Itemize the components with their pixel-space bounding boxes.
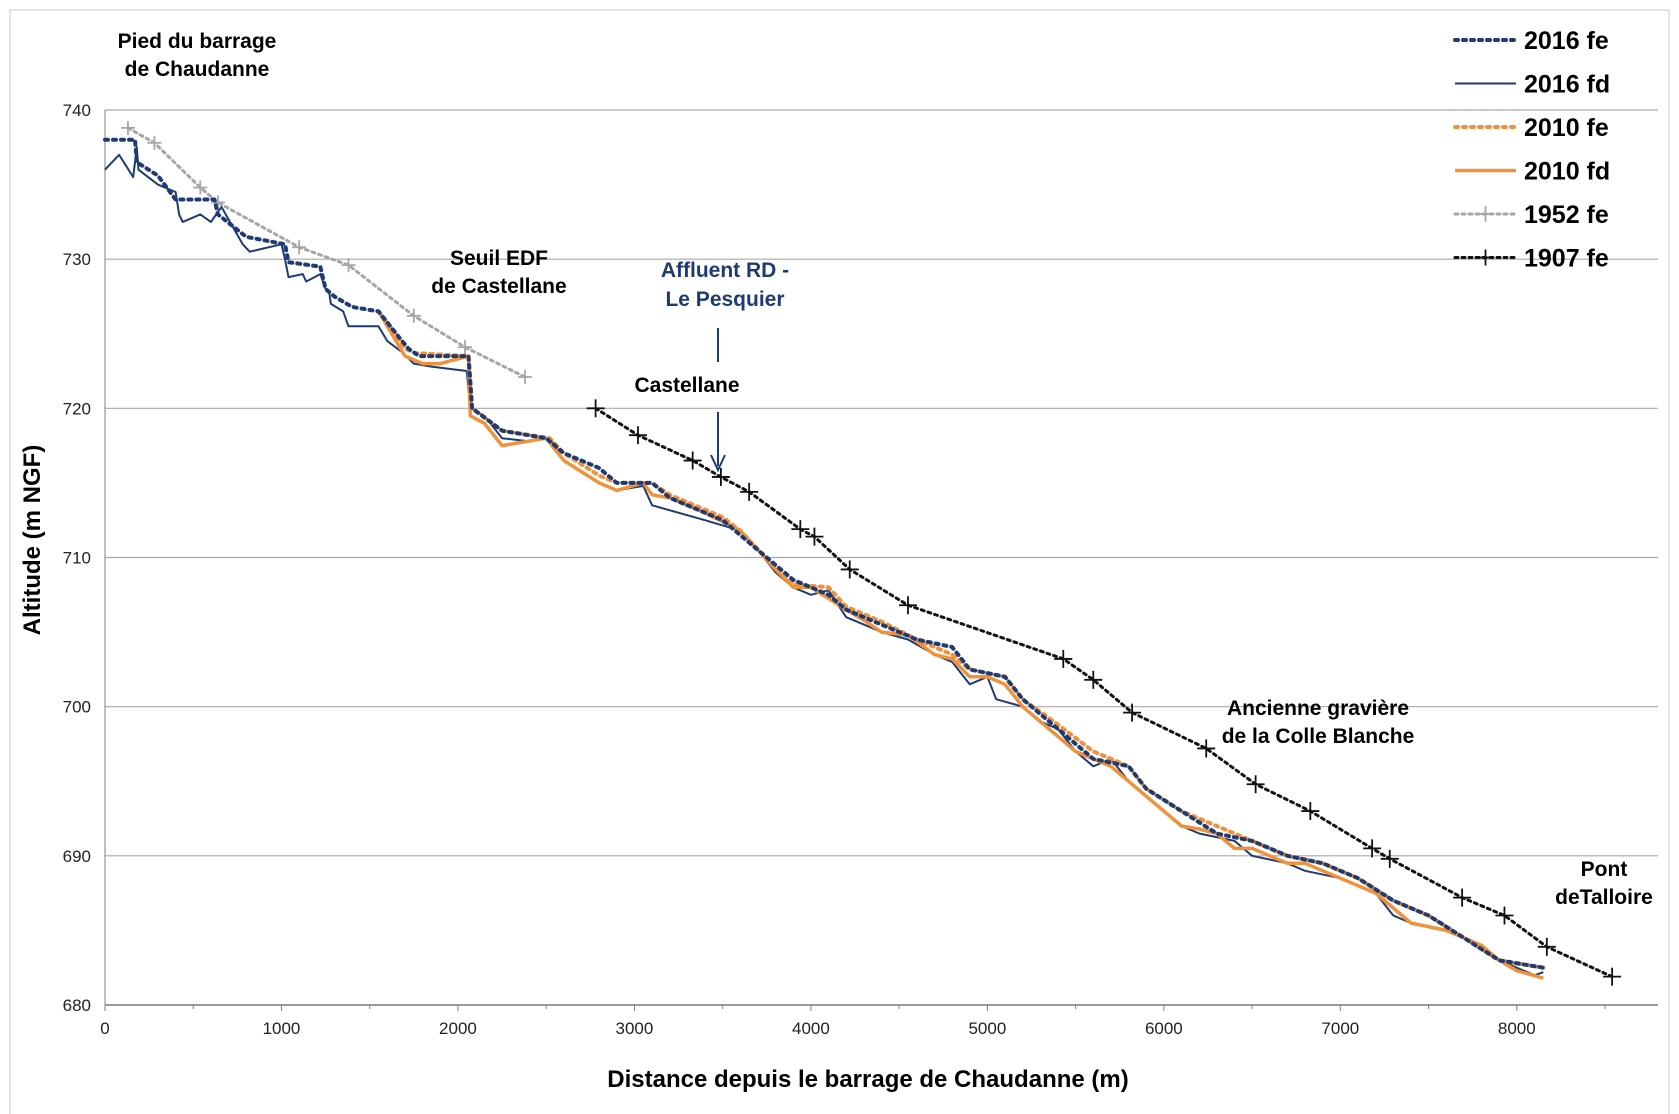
legend-label: 2010 fd: [1524, 158, 1610, 186]
y-axis-title: Altitude (m NGF): [19, 445, 46, 636]
annotation-line: de Chaudanne: [125, 58, 270, 81]
x-tick-label: 4000: [792, 1019, 830, 1038]
annotation-line: Pied du barrage: [118, 30, 277, 53]
annotation-line: Le Pesquier: [665, 288, 784, 311]
x-tick-label: 8000: [1498, 1019, 1536, 1038]
y-tick-label: 690: [63, 847, 91, 866]
x-tick-label: 3000: [616, 1019, 654, 1038]
x-tick-label: 1000: [263, 1019, 301, 1038]
legend-label: 2016 fd: [1524, 71, 1610, 99]
x-tick-label: 5000: [968, 1019, 1006, 1038]
annotation-line: deTalloire: [1555, 886, 1653, 909]
annotation-line: Seuil EDF: [450, 247, 548, 270]
annotation-line: Pont: [1581, 858, 1628, 881]
chart-frame: [10, 10, 1669, 1114]
annotation-line: de Castellane: [431, 275, 566, 298]
annotation-line: Ancienne gravière: [1227, 697, 1409, 720]
annotation-line: Castellane: [634, 374, 739, 397]
legend-label: 1952 fe: [1524, 201, 1609, 229]
x-axis-title: Distance depuis le barrage de Chaudanne …: [607, 1066, 1128, 1093]
annotation-line: Affluent RD -: [661, 259, 789, 282]
y-tick-label: 680: [63, 996, 91, 1015]
y-tick-label: 720: [63, 399, 91, 418]
annotation-line: de la Colle Blanche: [1222, 725, 1415, 748]
annotation-castellane: Castellane: [634, 374, 739, 397]
x-tick-label: 7000: [1321, 1019, 1359, 1038]
x-tick-label: 6000: [1145, 1019, 1183, 1038]
legend-label: 2016 fe: [1524, 27, 1609, 55]
legend-label: 1907 fe: [1524, 245, 1609, 273]
x-tick-label: 2000: [439, 1019, 477, 1038]
y-tick-label: 730: [63, 250, 91, 269]
y-tick-label: 700: [63, 698, 91, 717]
y-tick-label: 710: [63, 549, 91, 568]
x-tick-label: 0: [100, 1019, 109, 1038]
legend-label: 2010 fe: [1524, 114, 1609, 142]
y-tick-label: 740: [63, 101, 91, 120]
